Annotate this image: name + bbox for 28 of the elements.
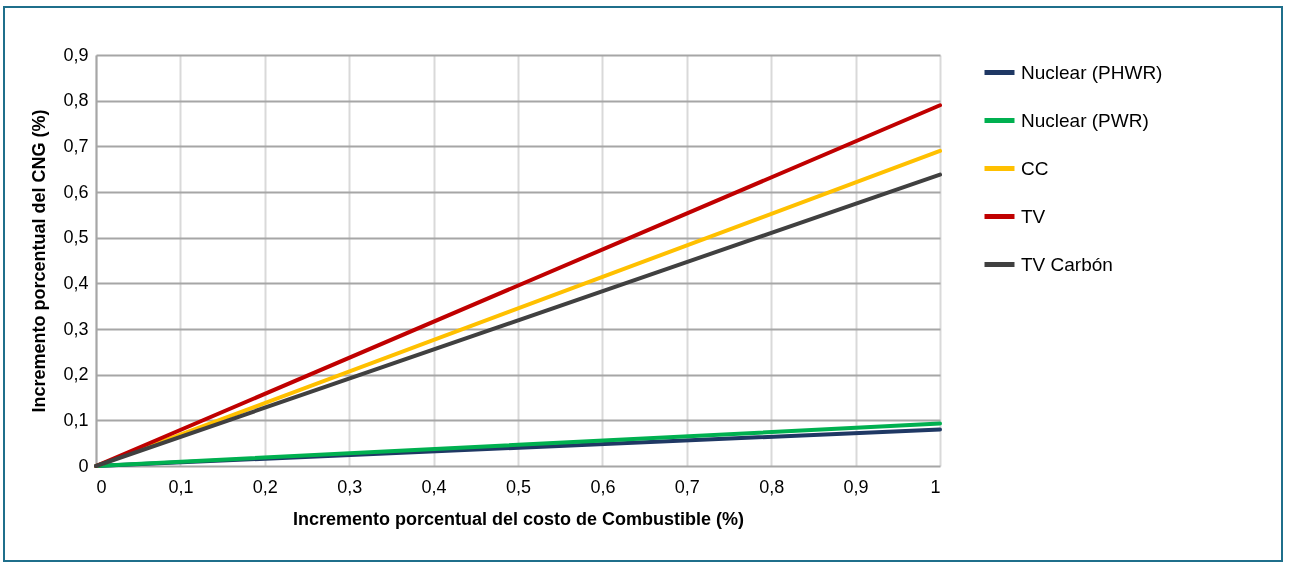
x-tick-label: 0,1: [168, 476, 194, 497]
y-tick-label: 0,8: [63, 90, 89, 111]
x-tick-label: 1: [930, 476, 941, 497]
y-tick-label: 0,9: [63, 44, 89, 65]
x-tick-label: 0,3: [337, 476, 363, 497]
x-tick-label: 0,5: [505, 476, 532, 497]
x-axis-title: Incremento porcentual del costo de Combustible (%): [292, 508, 745, 529]
x-tick-label: 0,2: [252, 476, 278, 497]
y-tick-label: 0,3: [63, 318, 89, 339]
x-tick-label: 0: [96, 476, 107, 497]
legend-label: TV Carbón: [1021, 253, 1113, 275]
x-tick-label: 0,4: [421, 476, 447, 497]
x-tick-label: 0,9: [843, 476, 869, 497]
y-tick-label: 0,6: [63, 181, 89, 202]
y-tick-label: 0,5: [63, 227, 89, 248]
y-tick-label: 0,1: [63, 409, 89, 430]
y-tick-label: 0,4: [63, 272, 89, 293]
legend-label: CC: [1021, 157, 1049, 179]
x-tick-label: 0,7: [674, 476, 700, 497]
legend-label: TV: [1021, 205, 1046, 227]
x-tick-label: 0,8: [759, 476, 785, 497]
y-tick-label: 0,2: [63, 364, 89, 385]
x-tick-label: 0,6: [590, 476, 616, 497]
y-tick-label: 0: [78, 455, 89, 476]
y-tick-label: 0,7: [63, 135, 89, 156]
legend-label: Nuclear (PHWR): [1021, 61, 1163, 83]
y-axis-title: Incremento porcentual del CNG (%): [29, 109, 50, 413]
legend-label: Nuclear (PWR): [1021, 109, 1149, 131]
